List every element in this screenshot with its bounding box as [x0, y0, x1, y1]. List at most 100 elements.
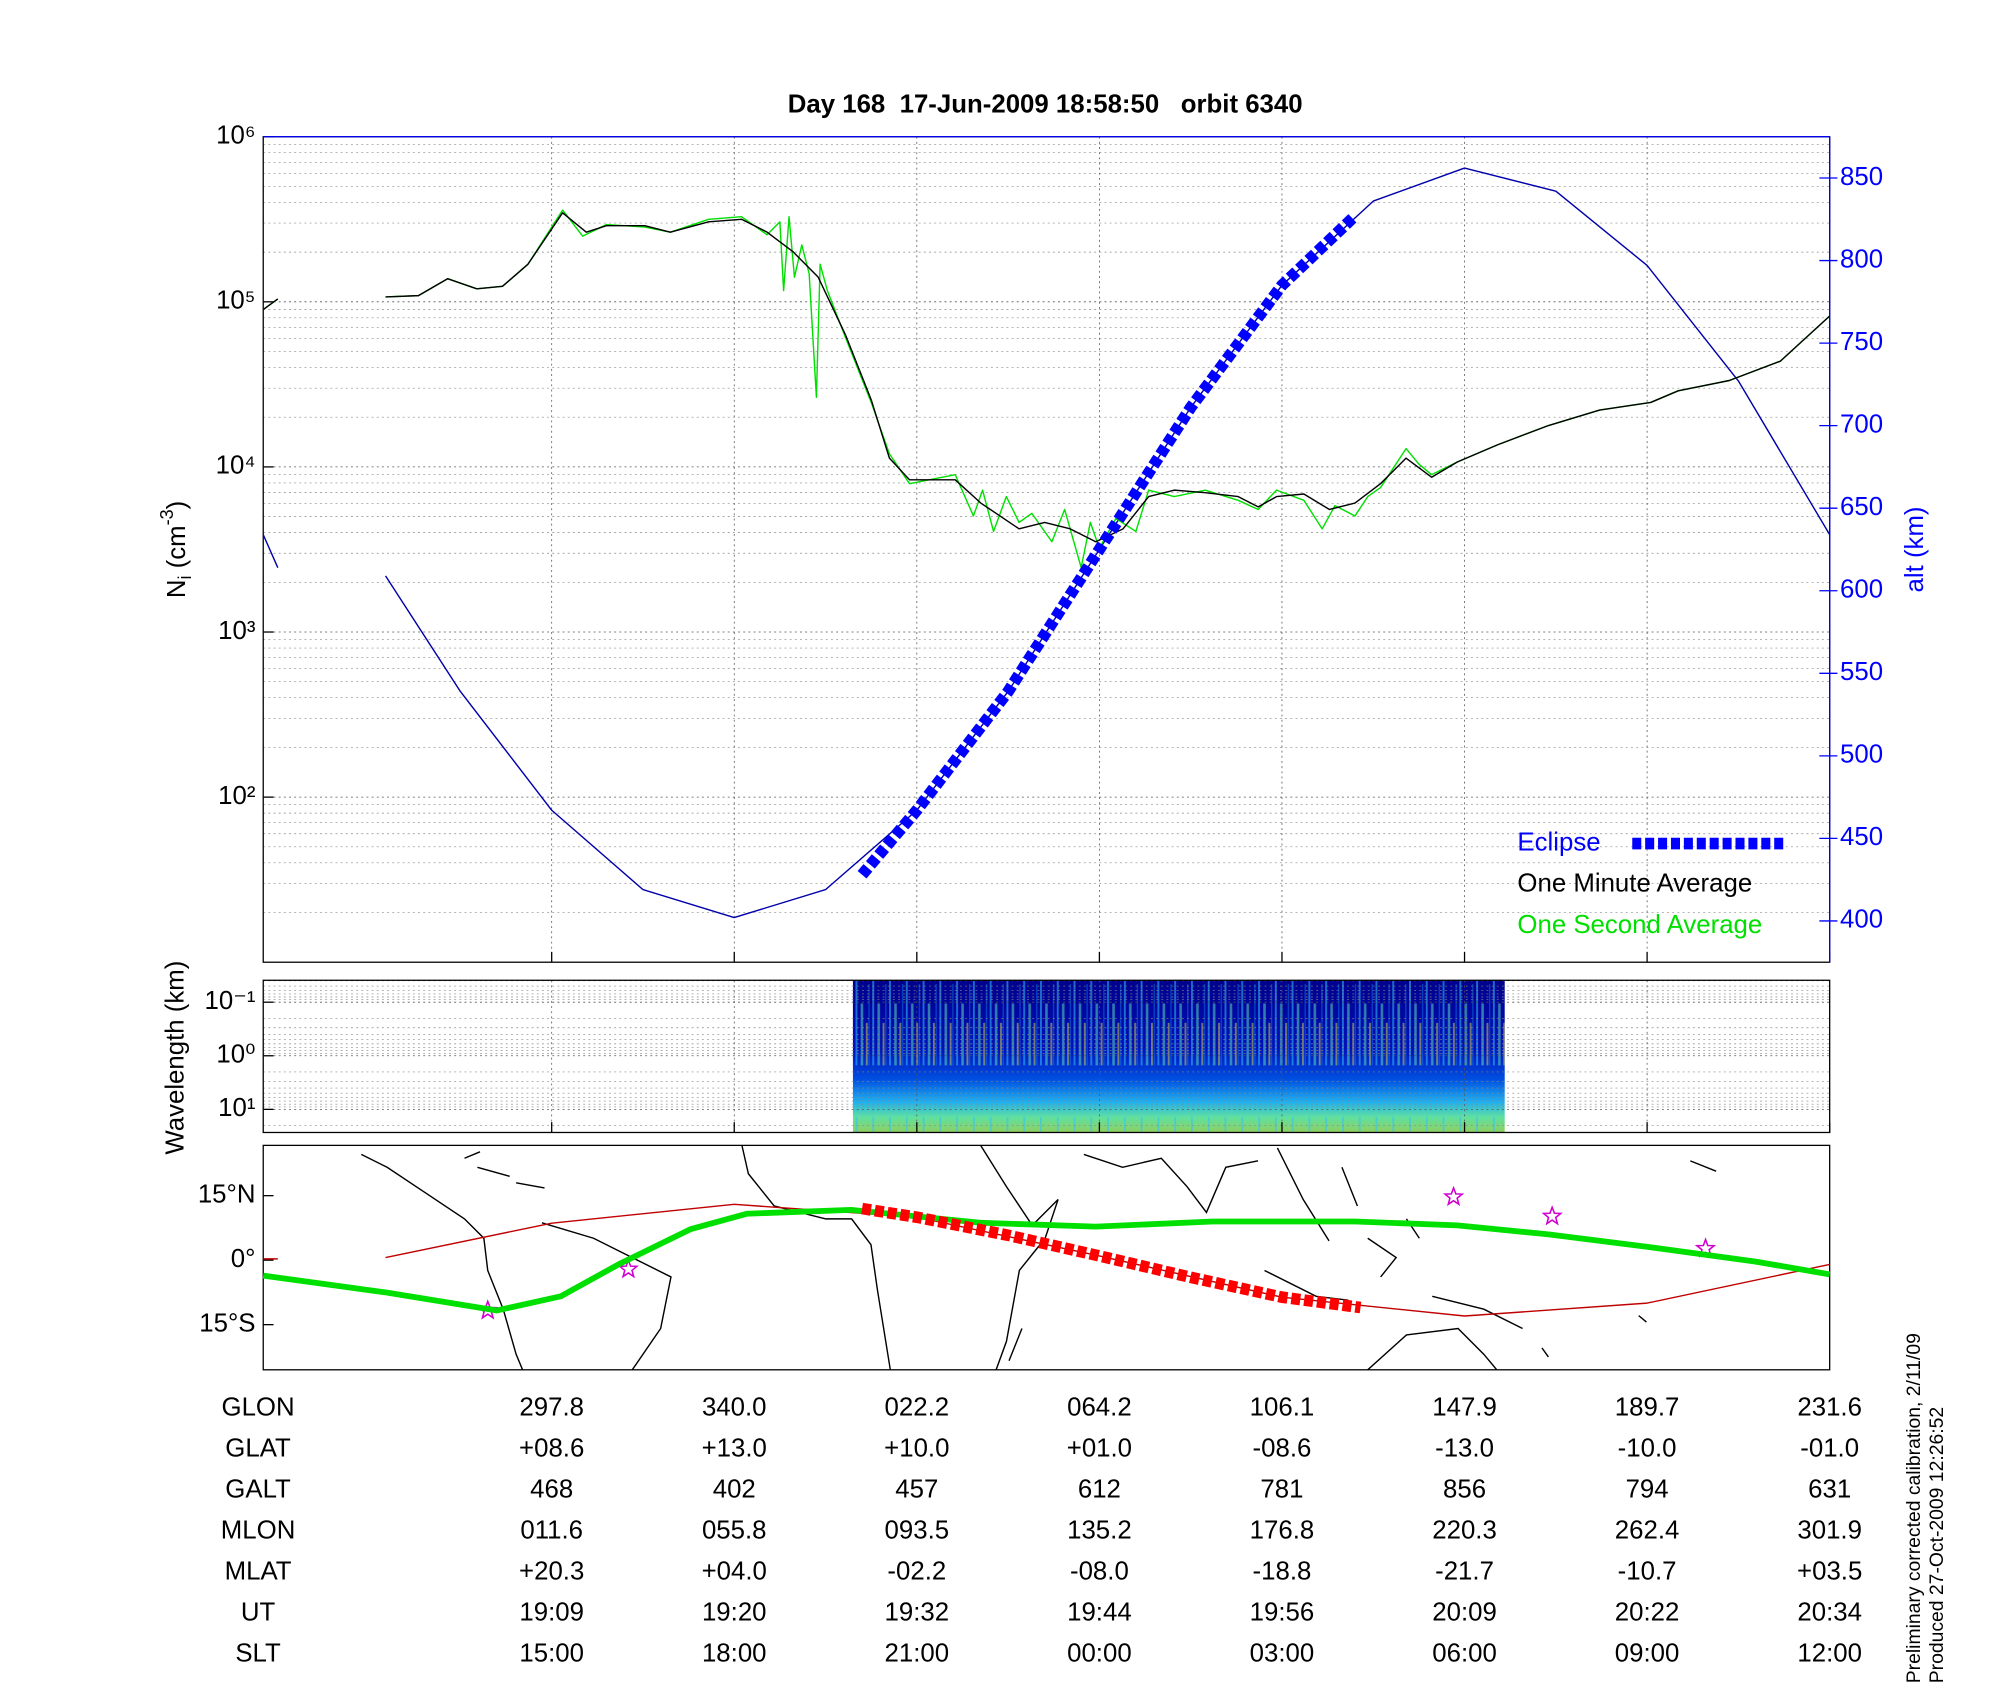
y-label-text: N — [163, 580, 191, 599]
y-tick-label: 10⁴ — [216, 452, 256, 480]
coastline — [980, 1145, 1059, 1370]
table-cell: -10.7 — [1618, 1557, 1677, 1585]
table-cell: 19:56 — [1250, 1598, 1315, 1626]
series-line — [857, 211, 1359, 879]
y2-tick-label: 550 — [1840, 658, 1883, 686]
y-tick-label: 10⁶ — [216, 122, 255, 150]
footnote: Produced 27-Oct-2009 12:26:52 — [1926, 1407, 1948, 1683]
track-line — [262, 167, 1831, 919]
table-cell: 19:20 — [702, 1598, 767, 1626]
row-label: SLT — [235, 1639, 281, 1667]
coastlines — [360, 1145, 1717, 1370]
table-cell: 457 — [895, 1475, 938, 1503]
table-cell: -13.0 — [1435, 1434, 1494, 1462]
table-cell: 00:00 — [1067, 1639, 1132, 1667]
y-tick-label: 10¹ — [218, 1094, 256, 1122]
table-cell: 18:00 — [702, 1639, 767, 1667]
table-cell: 011.6 — [520, 1516, 583, 1544]
table-cell: 176.8 — [1250, 1516, 1315, 1544]
table-cell: 20:22 — [1615, 1598, 1680, 1626]
coastline — [360, 1153, 524, 1370]
table-cell: 340.0 — [702, 1393, 767, 1421]
track-line — [263, 1203, 1830, 1317]
y2-tick-label: 650 — [1840, 493, 1883, 521]
y-tick-label: 10³ — [218, 617, 256, 645]
table-cell: -02.2 — [887, 1557, 946, 1585]
table-cell: 03:00 — [1250, 1639, 1315, 1667]
series-line — [262, 212, 1831, 543]
y-label-close: ) — [163, 501, 191, 510]
spectrogram-y-label: Wavelength (km) — [162, 961, 190, 1155]
table-cell: +10.0 — [884, 1434, 949, 1462]
table-cell: 301.9 — [1797, 1516, 1862, 1544]
table-cell: 631 — [1808, 1475, 1851, 1503]
table-cell: 19:09 — [519, 1598, 584, 1626]
table-cell: 220.3 — [1432, 1516, 1497, 1544]
table-cell: 794 — [1626, 1475, 1669, 1503]
y2-tick-label: 700 — [1840, 410, 1883, 438]
table-cell: 06:00 — [1432, 1639, 1497, 1667]
footnote: Preliminary corrected calibration, 2/11/… — [1903, 1333, 1925, 1683]
row-label: GLAT — [225, 1434, 291, 1462]
coastline — [1264, 1147, 1420, 1301]
table-cell: +04.0 — [702, 1557, 767, 1585]
y-label-unit: (cm — [163, 525, 191, 575]
table-cell: 856 — [1443, 1475, 1486, 1503]
table-cell: 231.6 — [1797, 1393, 1862, 1421]
table-cell: -21.7 — [1435, 1557, 1494, 1585]
table-cell: 135.2 — [1067, 1516, 1132, 1544]
coastline — [1083, 1153, 1259, 1214]
star-marker — [617, 1257, 639, 1279]
coastline — [1367, 1160, 1717, 1370]
row-label: GLON — [222, 1393, 295, 1421]
plot-frame — [262, 979, 1831, 1134]
table-cell: 20:09 — [1432, 1598, 1497, 1626]
table-cell: 21:00 — [885, 1639, 950, 1667]
chart-title: Day 168 17-Jun-2009 18:58:50 orbit 6340 — [788, 91, 1303, 119]
y-tick-label: 10⁻¹ — [205, 987, 256, 1015]
y-tick-label: 15°S — [199, 1309, 255, 1337]
table-cell: 262.4 — [1615, 1516, 1680, 1544]
table-cell: -01.0 — [1800, 1434, 1859, 1462]
y-tick-label: 0° — [231, 1245, 256, 1273]
coastline — [541, 1222, 672, 1370]
y-tick-label: 10⁰ — [216, 1041, 255, 1069]
row-label: MLON — [221, 1516, 296, 1544]
table-cell: 20:34 — [1797, 1598, 1862, 1626]
table-cell: 15:00 — [519, 1639, 584, 1667]
table-cell: +20.3 — [519, 1557, 584, 1585]
y2-tick-label: 600 — [1840, 576, 1883, 604]
table-cell: +03.5 — [1797, 1557, 1862, 1585]
table-cell: -18.8 — [1253, 1557, 1312, 1585]
table-cell: 022.2 — [885, 1393, 950, 1421]
legend-label: One Minute Average — [1517, 870, 1752, 898]
y-label-sub: i — [175, 576, 195, 580]
track-line — [262, 1206, 1831, 1314]
table-cell: 12:00 — [1797, 1639, 1862, 1667]
star-marker — [1541, 1205, 1563, 1226]
table-cell: 147.9 — [1432, 1393, 1497, 1421]
y2-tick-label: 400 — [1840, 906, 1883, 934]
table-cell: 064.2 — [1067, 1393, 1132, 1421]
table-cell: +08.6 — [519, 1434, 584, 1462]
y-tick-label: 15°N — [198, 1180, 256, 1208]
row-label: GALT — [225, 1475, 291, 1503]
y-tick-label: 10⁵ — [216, 287, 255, 315]
row-label: UT — [241, 1598, 276, 1626]
y2-axis-label: alt (km) — [1901, 506, 1929, 592]
y2-tick-label: 500 — [1840, 741, 1883, 769]
table-cell: +01.0 — [1067, 1434, 1132, 1462]
table-cell: 19:32 — [885, 1598, 950, 1626]
star-marker — [1442, 1185, 1465, 1207]
y2-tick-label: 800 — [1840, 245, 1883, 273]
table-cell: -08.0 — [1070, 1557, 1129, 1585]
table-cell: -08.6 — [1253, 1434, 1312, 1462]
y-label-sup: -3 — [157, 509, 177, 525]
table-cell: 055.8 — [702, 1516, 767, 1544]
y2-tick-label: 750 — [1840, 328, 1883, 356]
row-label: MLAT — [225, 1557, 292, 1585]
track-line — [861, 1202, 1362, 1314]
table-cell: +13.0 — [702, 1434, 767, 1462]
table-cell: 781 — [1260, 1475, 1303, 1503]
